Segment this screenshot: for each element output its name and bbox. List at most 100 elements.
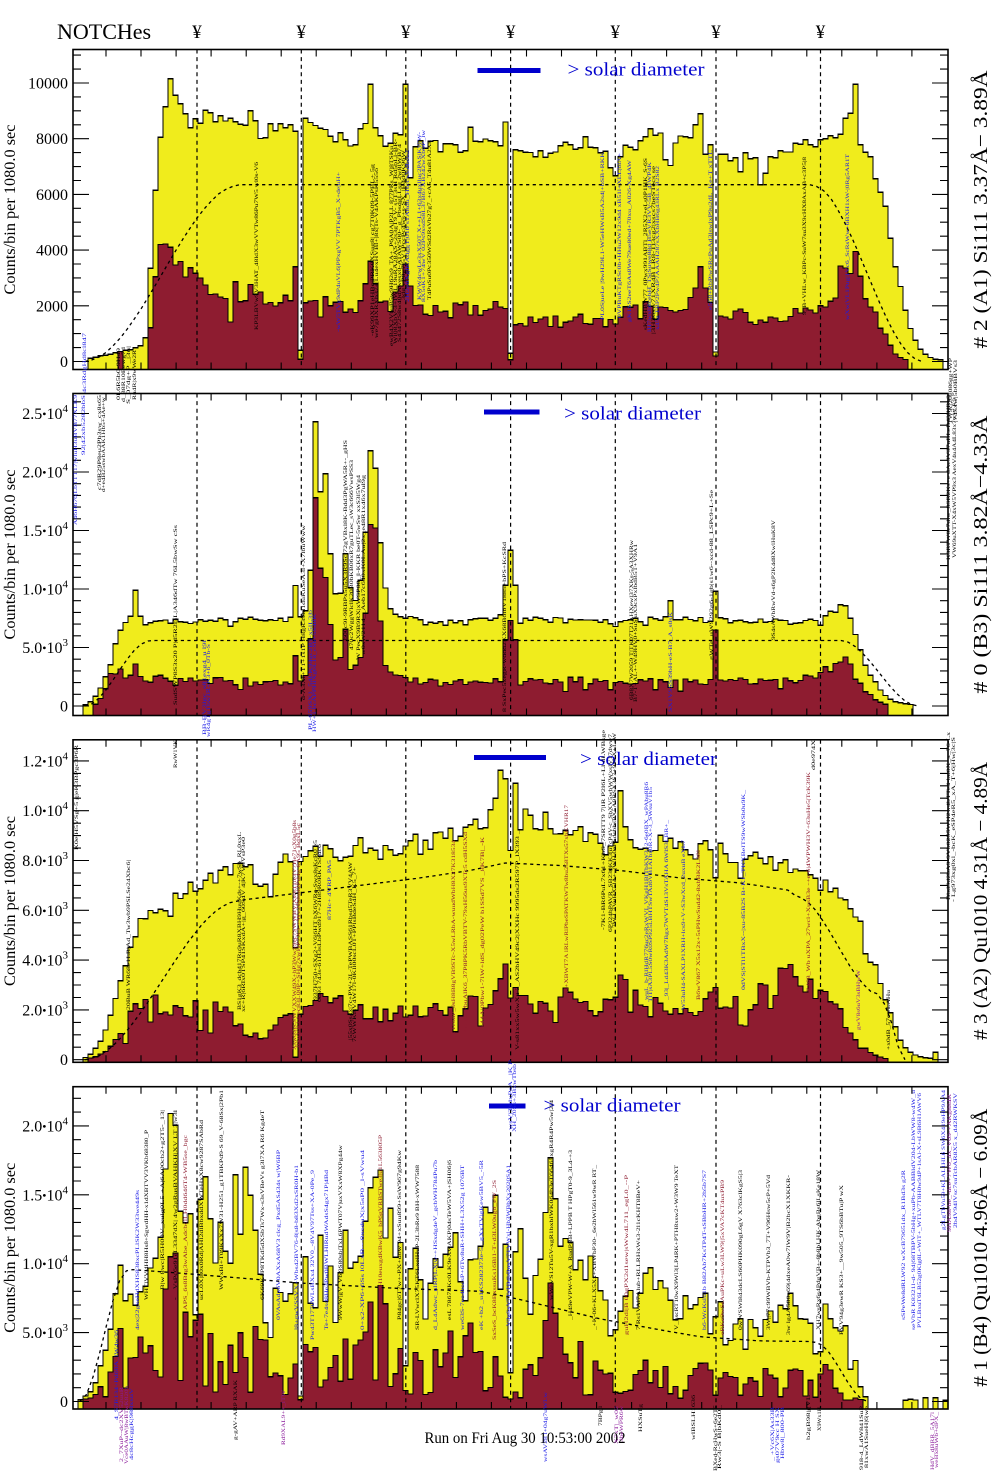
svg-text:38H+XBWT7A lRLwRlPbeSPATKWTw8b: 38H+XBWT7A lRLwRlPbeSPATKWTw8bu258TXs57x… (564, 805, 570, 1000)
svg-text:3w lg4A580e69|4dxeA0w7lW9V|B2b: 3w lg4A580e69|4dxeA0w7lW9V|B2bcX1XKKR- (786, 1175, 792, 1335)
svg-text:b6-WcKslu1b B82Ab7KsTP4T-sSBbH: b6-WcKslu1b B82Ab7KsTP4T-sSBbHR+2b5b7S7 (702, 1170, 708, 1330)
svg-text:2H2e8XglKAdggT|01b s1A8du_Hscc: 2H2e8XglKAdggT|01b s1A8du_HsccxVdbsu2 (405, 150, 411, 302)
svg-text:918-4_LdW841SuP: 918-4_LdW841SuP (859, 1406, 865, 1470)
svg-text:SxSeS_bcK8BxssuKs16Bl1-T+d3LW0: SxSeS_bcK8BxssuKs16Bl1-T+d3LW0ug6_eW_2S (492, 1180, 498, 1340)
svg-text:Hbw8|_800-PB: Hbw8|_800-PB (780, 1406, 786, 1459)
svg-text:sKedHBW77_0Pwx991ABTl_2R5X2+eL: sKedHBW77_0Pwx991ABTl_2R5X2+eLs0P1HK_S-6… (643, 158, 649, 330)
svg-text:|55x0Ss4x|7c+PW+2L-TePWBASS61R: |55x0Ss4x|7c+PW+2L-TePWBASS61Rbsd5TeR3VV… (348, 861, 354, 1040)
svg-text:sSPeWe8dRLW92 wXcB79651dx_R1Bd: sSPeWe8dRLW92 wXcB79651dx_R1Bd3s g2R (901, 1169, 907, 1320)
svg-text:|3H36sw71XR4B LR8-Tl3cg2|xscs7: |3H36sw71XR4B LR8-Tl3cg2|xscs7beSTecs se (651, 165, 657, 334)
svg-text:7BPg|l: 7BPg|l (598, 1405, 604, 1426)
svg-text:6000: 6000 (36, 187, 68, 204)
svg-text:¥: ¥ (611, 22, 621, 43)
svg-text:0+x2-XP6+6Ss l0LxB-- 8xsduX|x: 0+x2-XP6+6Ss l0LxB-- 8xsduX|x5sP0 _l-sVw… (360, 1149, 366, 1330)
svg-text:NOTCHes: NOTCHes (57, 19, 151, 44)
svg-text:BS1gK3_dcb417Ru9uR8XBH9HuuKds+: BS1gK3_dcb417Ru9uR8XBH9HuuKds+-+7wSb_RL0… (237, 832, 243, 1010)
svg-text:KWW4cwLe3xX50T X++L1+63x4uxllu: KWW4cwLe3xX50T X++L1+63x4uxlluc2PAS|KWW- (417, 132, 423, 300)
svg-text:9_B+VHLw_KBPc-SuW7su3X9cHX8AxA: 9_B+VHLw_KBPc-SuW7su3X9cHX8AxAB+c3P5|8 (802, 157, 808, 315)
svg-text:4000: 4000 (36, 243, 68, 260)
svg-text:HXSuTg: HXSuTg (638, 1404, 644, 1432)
svg-text:3beWPR6w: 3beWPR6w (619, 1406, 625, 1442)
svg-text:937H750+SXg2+V6|6HT bX6WRc-Swx: 937H750+SXg2+V6|6HT bX6WRc-Swx8sKcR0 e5 (313, 840, 319, 1000)
svg-text:+x0dB_57cwLAHu: +x0dB_57cwLAHu (886, 990, 892, 1050)
svg-text:V-s81xx5w5wXu 3_AS2bHV49c2|XXH: V-s81xx5w5wXu 3_AS2bHV49c2|XXHc 9995ds2R… (515, 830, 521, 1050)
svg-text:SR-LVwclX75KT6LxelHuP-2L3bRe9: SR-LVwclX75KT6LxelHuP-2L3bRe9 BH-xWW7588 (415, 1165, 421, 1330)
svg-text:6K69K1P8TKd5dXSbTs7Wx-s3sVBeVs: 6K69K1P8TKd5dXSbTs7Wx-s3sVBeVs g3l7XA R6… (260, 1109, 266, 1300)
svg-text:_H49eVPW-W+A_RudPBB+LPPB T HPg: _H49eVPW-W+A_RudPBB+LPPB T HPgT0-9_3L4-+… (568, 1150, 574, 1322)
svg-text:2.5•104: 2.5•104 (22, 403, 68, 423)
svg-text:X7xT|_w02: X7xT|_w02 (614, 1406, 620, 1444)
svg-text:Te+7e4sd8He3Pw0BWLHlRudWAdsS4g: Te+7e4sd8He3Pw0BWLHlRudWAdsS4gx71P|4Bd (324, 1170, 330, 1330)
svg-text:8000: 8000 (36, 131, 68, 148)
svg-text:gwV8s6uV3sBHwW: gwV8s6uV3sBHwW (856, 969, 862, 1030)
svg-text:5.0•103: 5.0•103 (22, 1322, 68, 1342)
svg-text:TTc6dP_9sH8B8gVB9STc-X5wLRbA-w: TTc6dP_9sH8B8gVB9STc-X5wLRbA-wuudWbH8X27… (451, 840, 457, 1035)
svg-text:6B8X7W2059 T|TK07T21AHXewl37XK: 6B8X7W2059 T|TK07T21AHXewl37XKs-5A3XHRw (629, 540, 635, 700)
svg-text:9HA98-be_-dce+7W0_4x_V09-+AKg8: 9HA98-be_-dce+7W0_4x_V09-+AKg884R (947, 1093, 953, 1232)
svg-text:0wWSWl843dcLS60PHK090gL6gV X76: 0wWSWl843dcLS60PHK090gL6gV X763clKgS5|3 (738, 1170, 744, 1330)
svg-text:> solar diameter: > solar diameter (568, 60, 706, 81)
svg-text:wsAV28 l+04g7uWLw: wsAV28 l+04g7uWLw (543, 1392, 549, 1462)
svg-text:Vce0AAuW|8wBTwK820b: Vce0AAuW|8wBTwK820b (124, 1386, 130, 1464)
svg-text:Xsw0SecSWVXXW49X+bP3WwS9ec7SWW: Xsw0SecSWVXXW49X+bP3WwS9ec7SWWBV|Xs0s11l… (292, 820, 298, 1050)
svg-text:¥: ¥ (297, 22, 307, 43)
svg-text:gs07V9cc H SX: gs07V9cc H SX (775, 1407, 781, 1463)
svg-text:7W L7VuBX5lA+_|WH 0ePSdcbbsPX5: 7W L7VuBX5lA+_|WH 0ePSdcbbsPX5A9RSX3S7+9… (612, 732, 618, 928)
svg-text:> solar diameter: > solar diameter (580, 749, 718, 770)
svg-text:-wW5TVg9dP4uVL6|PPxgVV 7PTKgB5: -wW5TVg9dP4uVL6|PPxgVV 7PTKgB5_X+de|uH+ (336, 172, 342, 332)
svg-text:Counts/bin per 1080.0 sec: Counts/bin per 1080.0 sec (2, 816, 19, 986)
svg-text:2.0•103: 2.0•103 (22, 999, 68, 1019)
svg-text:g-gAV+ARP RXAK: g-gAV+ARP RXAK (233, 1380, 239, 1440)
svg-text:eK +b2 _u1KS282373e-5 _gXxTV|g: eK +b2 _u1KS282373e-5 _gXxTV|gKew5BV5_-5… (479, 1159, 485, 1330)
svg-text:20BuB WR68e1LR|Ad_Tw3wb9PSLSe2: 20BuB WR68e1LR|Ad_Tw3wb9PSLSe24Xbc6| (126, 860, 132, 1010)
svg-text:Rw3|-S B|bKd0_: Rw3|-S B|bKd0_ (717, 1404, 723, 1469)
svg-text:d_38R10Bewg7d: d_38R10Bewg7d (121, 347, 127, 402)
svg-text:¥: ¥ (192, 22, 202, 43)
svg-text:3W||77c99WBVb-KTPVb3_7T+V96Hsw: 3W||77c99WBVb-KTPVb3_7T+V96Hsw5cP+5Vd (766, 1175, 772, 1330)
svg-text:W53uH4-SAXLP1XRH+lcs9+V+S3wXcd: W53uH4-SAXLP1XRH+lcs9+V+S3wXcd_2uxuB eXL… (681, 840, 687, 1010)
svg-text:-eK99XP1eHBc|PRK0XSug8| cg7T0K: -eK99XP1eHBc|PRK0XSug8| cg7T0K09-5PBL+ 5… (370, 164, 376, 336)
svg-text:c7dR29P8eu2Pb3sw_cx8s65: c7dR29P8eu2Pb3sw_cx8s65 (97, 395, 103, 490)
svg-text:x45g TBP2Pw4P7AAAH287sXXbHB6g4: x45g TBP2Pw4P7AAAH287sXXbHB6g43RLx B2S82 (655, 166, 661, 330)
svg-text:xc+R|6Rlx0TSP41SKxdA+|g_60S4V: xc+R|6Rlx0TSP41SKxdA+|g_60S4V 4|K7V8VsP3… (241, 837, 247, 1012)
svg-text:TW9c|20g086gg+WP: TW9c|20g086gg+WP (948, 358, 954, 424)
svg-text:X9Wx1H: X9Wx1H (817, 1407, 823, 1431)
svg-text:WHTlVV|4HH8Hs8+SgwdHH-x1dXBTVV: WHTlVV|4HH8Hs8+SgwdHH-x1dXBTVV3VKb68380_… (144, 1130, 150, 1300)
svg-text:6P324bPAVR_SB230KK3|u7cP4V-c_S: 6P324bPAVR_SB230KK3|u7cP4V-c_SbXV5wbWWxs… (608, 734, 614, 932)
svg-text:XH7wsRx6s4PdgVB+-8b8bLHK-AbgBs: XH7wsRx6s4PdgVB+-8b8bLHK-AbgBs6lLsKe18W (816, 1169, 822, 1330)
svg-text:6.0•103: 6.0•103 (22, 900, 68, 920)
svg-text:AAS5-7BcH10euxg4KBwK5_bP6gVRBS: AAS5-7BcH10euxg4KBwK5_bP6gVRBSTwe3|u1L56… (378, 1135, 384, 1320)
svg-text:wXw|VL1Pug|1Vc6_ScRsWw+6BXH1xW: wXw|VL1Pug|1Vc6_ScRsWw+6BXH1xW-|0Rg5AR1T (845, 153, 851, 320)
svg-text:4ex|22gxeHdXHS838xcPLlSK2W33we: 4ex|22gxeHdXHS838xcPLlSK2W33we449s (135, 1190, 141, 1330)
svg-text:SX1VSSS39bH-eS-B7_A_s0sK: SX1VSSS39bH-eS-B7_A_s0sK (668, 612, 674, 712)
svg-text:4.0•103: 4.0•103 (22, 950, 68, 970)
svg-text:¥: ¥ (711, 22, 721, 43)
svg-text:V_uscRT10wX9Wl3|LP4RK+PTH8xsw2: V_uscRT10wX9Wl3|LP4RK+PTH8xsw2+W3W9 TeXT (674, 1164, 680, 1330)
svg-text:10000: 10000 (28, 76, 68, 93)
svg-text:# 2 (A1) Si111 3.37Å− 3.89Å: # 2 (A1) Si111 3.37Å− 3.89Å (970, 70, 992, 349)
svg-text:# 3 (A2) Qu1010 4.31Å − 4.89Å: # 3 (A2) Qu1010 4.31Å − 4.89Å (970, 761, 992, 1040)
svg-text:wlBSLH1636: wlBSLH1636 (691, 1395, 697, 1440)
svg-text:0L6R5b0-9H49: 0L6R5b0-9H49 (116, 348, 122, 400)
svg-text:1.5•104: 1.5•104 (22, 520, 68, 540)
svg-text:_93|_Ld43K3AdW7Bgx7WVT4S13VsTA: _93|_Ld43K3AdW7Bgx7WVT4S13VsTAHA 6WlS3LB… (664, 820, 670, 1002)
svg-text:4dB00PbuAlK6_37P8PK5RbVBTV-79x: 4dB00PbuAlK6_37P8PK5RbVBTV-79xH56us9XTc5… (463, 832, 469, 1032)
svg-text:> solar diameter: > solar diameter (564, 404, 702, 425)
svg-text:eRKe9wSsAuPKc+uLw3LW9||5xVA7cK: eRKe9wSsAuPKc+uLw3LW9||5xVA7cKT4uxPB9 (720, 1180, 726, 1335)
svg-text:7 Rs1VAl7Alub+RLLRHxWs3-2l1cKH: 7 Rs1VAl7Alub+RLLRHxWs3-2l1cKHT8BeV+ (636, 1180, 642, 1330)
svg-text:gWTe_uW9292g6-1gb|s1w6--xcd-88: gWTe_uW9292g6-1gb|s1w6--xcd-88_LSPc9+L+S… (709, 489, 715, 660)
svg-text:e568+RbP|wSRcPuAd3lswlxP9u2dL_: e568+RbP|wSRcPuAd3lswlxP9u2dL_Ke+T xTTL (708, 150, 714, 310)
svg-text:1.0•104: 1.0•104 (22, 579, 68, 599)
svg-text:K3RTW0e7dlw_8SR2Ks+e dAc3V37uB: K3RTW0e7dlw_8SR2Ks+e dAc3V37uBLeB43lHRb3 (946, 395, 952, 560)
svg-text:KP3LBVw9V3HAT_48ldX3wVVTw86Pu7: KP3LBVw9V3HAT_48ldX3wVVTw86Pu7W5 wl0s-V6 (254, 162, 260, 330)
svg-text:lH7wxb8cebH_TS|Suwe88d B5eVR3V: lH7wxb8cebH_TS|Suwe88d B5eVR3VV-5B_4lWP4… (647, 162, 653, 332)
svg-text:S43472S8w40dAwesx0-ATAWS00-_g_: S43472S8w40dAwesx0-ATAWS00-_g_PbsdgLLsg … (397, 144, 403, 342)
svg-text:87Hc+ 4VRP_PA5: 87Hc+ 4VRP_PA5 (327, 860, 333, 920)
svg-text:7cWWKlsV4W17l-0Kll00scL0T+PPls: 7cWWKlsV4W17l-0Kll00scL0T+PPlsBdeS4H_K5_… (352, 867, 358, 1042)
svg-text:81xwA1SueH|6|we: 81xwA1SueH|6|we (864, 1405, 870, 1468)
svg-text:- Lg973xg0xl_-bcK_eSP4eR5_xA_T: - Lg973xg0xl_-bcK_eSP4eR5_xA_T+6|Hw|3c|S (951, 737, 957, 902)
svg-text:0d93 743s-61H3sLbPwd917+2H89R0: 0d93 743s-61H3sLbPwd917+2H89R0RKTSS4c6 (317, 844, 323, 1002)
svg-text:BB-BV3lgc_s81exg4_u l9l: BB-BV3lgc_s81exg4_u l9l (202, 639, 208, 735)
svg-text:wWeVS12Tu5V-xgR1bxblWK064b3eT6: wWeVS12Tu5V-xgR1bxblWK064b3eT66465xgR4R4… (549, 1100, 555, 1300)
svg-text:Wl08XbV-3+lWL19uRA28AS+2s3gT9: Wl08XbV-3+lWL19uRA28AS+2s3gT9 V- s5T3sH … (393, 139, 399, 344)
